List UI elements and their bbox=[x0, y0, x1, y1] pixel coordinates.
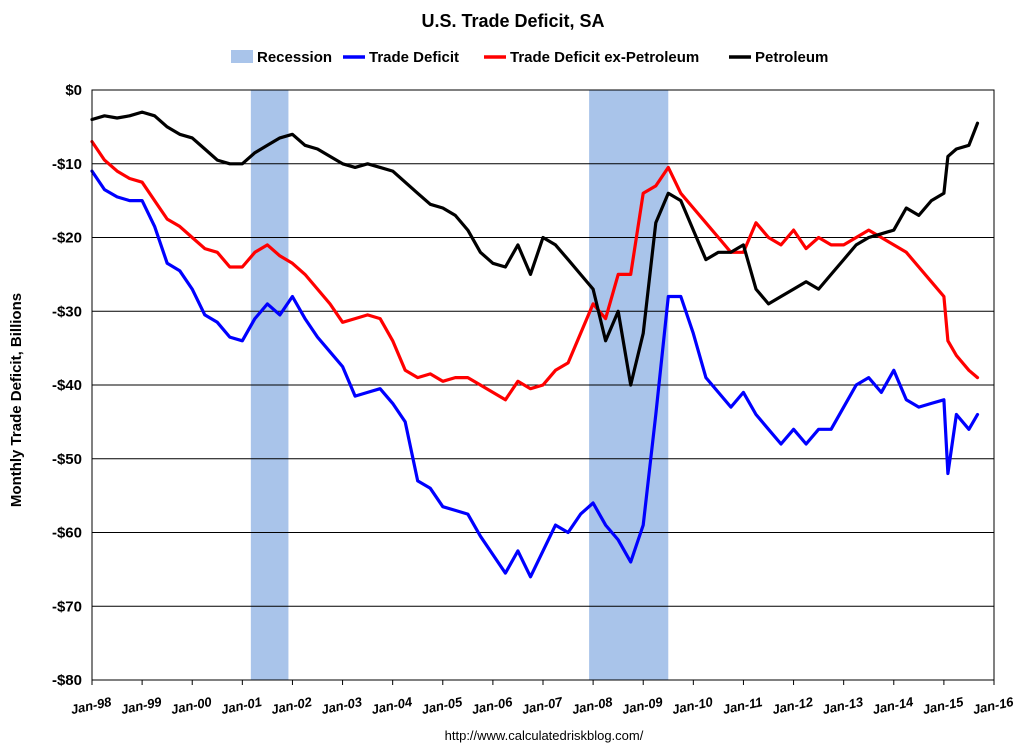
y-tick-label: -$70 bbox=[52, 598, 82, 615]
x-axis-ticks: Jan-98 Jan-99 Jan-00 Jan-01 Jan-02 Jan-03 Jan-… bbox=[69, 680, 1016, 717]
x-tick-label: Jan-06 bbox=[470, 694, 514, 717]
y-axis-label: Monthly Trade Deficit, Billions bbox=[8, 293, 25, 507]
legend-label: Recession bbox=[257, 49, 332, 66]
y-tick-label: -$10 bbox=[52, 156, 82, 173]
legend-label: Trade Deficit bbox=[369, 49, 459, 66]
x-tick-label: Jan-11 bbox=[721, 694, 763, 717]
x-tick-label: Jan-08 bbox=[570, 694, 614, 717]
legend-swatch-recession bbox=[231, 50, 253, 63]
y-tick-label: -$60 bbox=[52, 525, 82, 542]
x-tick-label: Jan-98 bbox=[69, 694, 113, 717]
x-tick-label: Jan-05 bbox=[420, 694, 464, 717]
series-line-2 bbox=[90, 140, 980, 402]
y-tick-label: $0 bbox=[65, 82, 82, 99]
x-tick-label: Jan-03 bbox=[320, 694, 364, 717]
x-tick-label: Jan-02 bbox=[270, 694, 314, 717]
legend-label: Petroleum bbox=[755, 49, 828, 66]
legend-label: Trade Deficit ex-Petroleum bbox=[510, 49, 699, 66]
x-tick-label: Jan-13 bbox=[821, 694, 865, 717]
x-tick-label: Jan-09 bbox=[621, 694, 665, 717]
x-tick-label: Jan-07 bbox=[520, 694, 564, 717]
x-tick-label: Jan-16 bbox=[971, 694, 1015, 717]
y-axis-ticks: $0 -$10 -$20 -$30 -$40 -$50 -$60 -$70 -$80 bbox=[52, 82, 82, 689]
series-lines bbox=[90, 110, 980, 579]
series-line-1 bbox=[90, 169, 980, 579]
x-tick-label: Jan-01 bbox=[220, 694, 263, 717]
x-tick-label: Jan-12 bbox=[771, 694, 815, 717]
source-url: http://www.calculatedriskblog.com/ bbox=[445, 728, 644, 743]
x-tick-label: Jan-14 bbox=[871, 694, 915, 717]
y-tick-label: -$50 bbox=[52, 451, 82, 468]
x-tick-label: Jan-15 bbox=[921, 694, 965, 717]
y-tick-label: -$20 bbox=[52, 230, 82, 247]
series-line-3 bbox=[90, 110, 980, 387]
y-tick-label: -$80 bbox=[52, 672, 82, 689]
chart-title: U.S. Trade Deficit, SA bbox=[421, 11, 604, 31]
legend: Recession Trade Deficit Trade Deficit ex-P… bbox=[231, 49, 828, 66]
x-tick-label: Jan-00 bbox=[170, 694, 214, 717]
x-tick-label: Jan-10 bbox=[671, 694, 715, 717]
y-tick-label: -$40 bbox=[52, 377, 82, 394]
x-tick-label: Jan-99 bbox=[119, 694, 163, 717]
x-tick-label: Jan-04 bbox=[370, 694, 414, 717]
y-tick-label: -$30 bbox=[52, 303, 82, 320]
